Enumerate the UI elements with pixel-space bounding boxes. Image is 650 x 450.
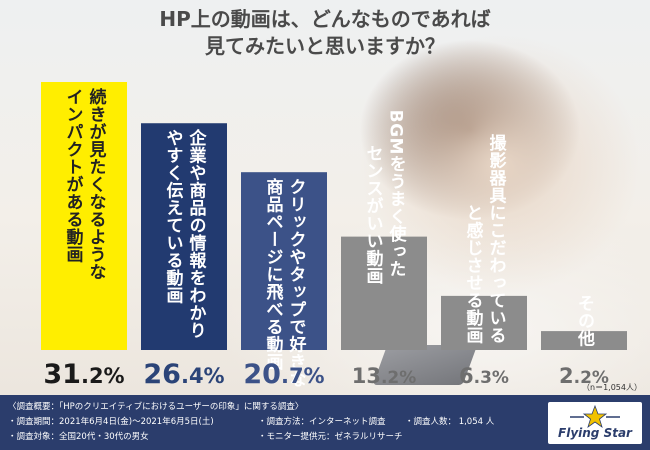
survey-provider: ・モニター提供元：ゼネラルリサーチ bbox=[258, 432, 403, 442]
value-label-1: 31.2% bbox=[43, 359, 124, 390]
value-label-5-int: 6 bbox=[459, 364, 474, 388]
value-label-2-dec: .4% bbox=[181, 364, 225, 388]
bar-3 bbox=[241, 172, 327, 350]
chart-title: HP上の動画は、どんなものであれば 見てみたいと思いますか？ bbox=[0, 6, 650, 60]
survey-count: ・調査人数： 1,054 人 bbox=[405, 417, 495, 427]
bar-label-4-line-2: センスがいい動画 bbox=[363, 145, 384, 285]
value-label-6-dec: .2% bbox=[574, 368, 609, 388]
star-logo-icon bbox=[570, 404, 620, 428]
value-label-4: 13.2% bbox=[352, 364, 417, 388]
survey-period: ・調査期間：2021年6月4日(金)〜2021年6月5日(土) bbox=[8, 417, 214, 427]
bar-label-5-line-2: と感じさせる動画 bbox=[463, 204, 484, 345]
bar-2 bbox=[141, 123, 227, 350]
bar-1 bbox=[41, 82, 127, 350]
chart-title-line1: HP上の動画は、どんなものであれば bbox=[159, 7, 491, 31]
survey-target: ・調査対象：全国20代・30代の男女 bbox=[8, 432, 149, 442]
bar-label-6-line-1: その他 bbox=[574, 295, 596, 348]
value-label-3-int: 20 bbox=[243, 359, 281, 390]
bar-label-5-line-1: 撮影器具にこだわっている bbox=[486, 133, 508, 344]
bar-label-2-line-1: 企業や商品の情報をわかり bbox=[186, 128, 208, 339]
value-label-2-int: 26 bbox=[143, 359, 181, 390]
bar-6 bbox=[541, 331, 627, 350]
bar-label-1-line-2: インパクトがある動画 bbox=[63, 88, 84, 263]
bar-label-3-line-1: クリックやタップで好きな bbox=[286, 178, 308, 388]
survey-heading: 〈調査概要：「HPのクリエイティブにおけるユーザーの印象」に関する調査〉 bbox=[8, 402, 304, 412]
value-label-5-dec: .3% bbox=[474, 368, 509, 388]
value-label-6: 2.2% bbox=[559, 364, 609, 388]
bar-chart: 続きが見たくなるようなインパクトがある動画31.2%企業や商品の情報をわかりやす… bbox=[41, 82, 642, 392]
value-label-3: 20.7% bbox=[243, 359, 324, 390]
value-label-1-dec: .2% bbox=[81, 364, 125, 388]
value-label-1-int: 31 bbox=[43, 359, 81, 390]
value-label-5: 6.3% bbox=[459, 364, 509, 388]
value-label-2: 26.4% bbox=[143, 359, 224, 390]
bar-label-1-line-1: 続きが見たくなるような bbox=[86, 87, 108, 281]
logo-text: Flying Star bbox=[558, 426, 632, 440]
chart-title-line2: 見てみたいと思いますか？ bbox=[205, 34, 445, 58]
bar-4 bbox=[341, 236, 427, 350]
survey-footer: 〈調査概要：「HPのクリエイティブにおけるユーザーの印象」に関する調査〉 ・調査… bbox=[0, 395, 650, 450]
sample-size-note: （n＝1,054人） bbox=[582, 383, 642, 392]
flying-star-logo: Flying Star bbox=[548, 402, 642, 444]
bar-label-4-line-1: BGMをうまく使った bbox=[386, 110, 408, 278]
value-label-6-int: 2 bbox=[559, 364, 574, 388]
bar-label-2-line-2: やすく伝えている動画 bbox=[163, 129, 184, 305]
bar-5 bbox=[441, 295, 527, 350]
value-label-4-dec: .2% bbox=[381, 368, 416, 388]
survey-method: ・調査方法：インターネット調査 bbox=[258, 417, 386, 427]
value-label-4-int: 13 bbox=[352, 364, 381, 388]
value-label-3-dec: .7% bbox=[281, 364, 325, 388]
bar-label-3-line-2: 商品ページに飛べる動画 bbox=[263, 177, 285, 371]
